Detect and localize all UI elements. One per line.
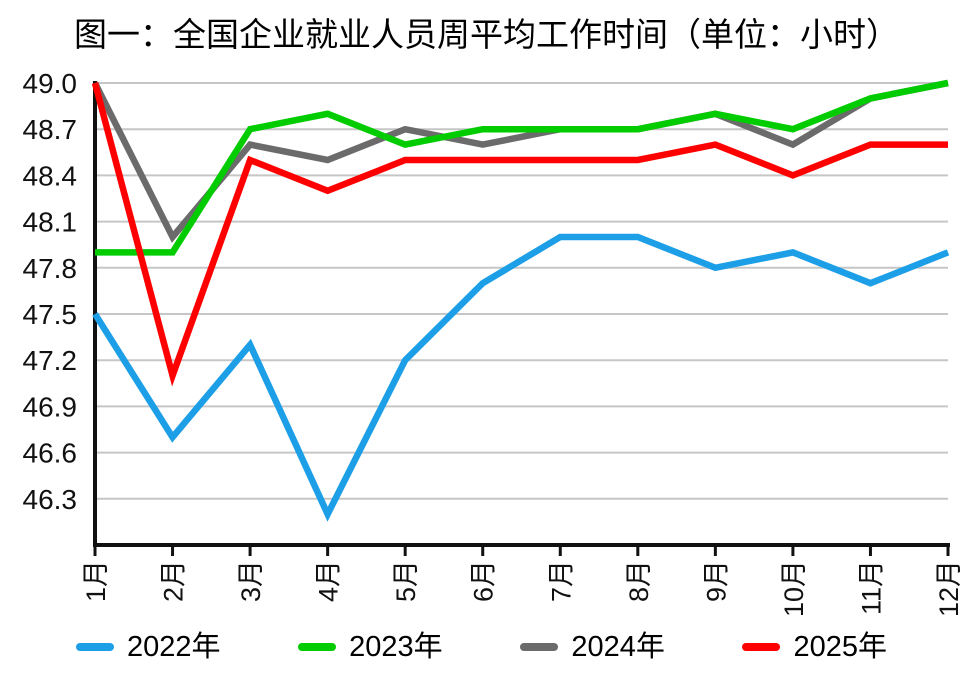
y-tick-label: 46.3 [23, 484, 78, 515]
legend-item-2022年: 2022年 [76, 630, 221, 664]
series-line-2024年 [92, 79, 949, 243]
legend-label: 2022年 [127, 631, 221, 663]
y-tick-label: 47.8 [23, 253, 78, 284]
x-tick-label: 2月 [159, 560, 189, 602]
y-tick-label: 48.4 [23, 160, 78, 191]
y-tick-label: 46.9 [23, 391, 78, 422]
x-tick-label: 5月 [391, 560, 421, 602]
y-tick-label: 48.7 [23, 114, 78, 145]
legend-swatch [76, 643, 114, 651]
x-tick-label: 7月 [546, 560, 576, 602]
x-tick-label: 1月 [81, 560, 111, 602]
x-tick-label: 12月 [934, 560, 964, 617]
x-tick-label: 9月 [701, 560, 731, 602]
y-tick-label: 47.5 [23, 299, 78, 330]
x-tick-label: 3月 [236, 560, 266, 602]
line-chart: 1月 2月 3月 4月 5月 6月 7月 8月 9月 10月 11月 12月 49.0 48.7 48.4 4… [23, 68, 965, 617]
legend-item-2024年: 2024年 [520, 630, 665, 664]
y-tick-label: 46.6 [23, 438, 78, 469]
legend-item-2025年: 2025年 [742, 630, 887, 664]
x-tick-label: 4月 [314, 560, 344, 602]
x-tick-label: 10月 [779, 560, 809, 617]
series-line-2023年 [95, 79, 949, 256]
y-tick-label: 47.2 [23, 345, 78, 376]
legend-swatch [298, 643, 337, 651]
legend-item-2023年: 2023年 [298, 630, 443, 664]
chart-title: 图一：全国企业就业人员周平均工作时间（单位：小时） [74, 18, 899, 54]
series-line-2022年 [92, 233, 950, 522]
series-line-2025年 [91, 82, 948, 387]
legend: 2022年 2023年 2024年 2025年 [76, 630, 887, 664]
y-tick-label: 48.1 [23, 207, 78, 238]
legend-label: 2024年 [571, 631, 665, 663]
legend-label: 2025年 [793, 631, 887, 663]
x-tick-label: 11月 [856, 560, 886, 615]
legend-swatch [742, 643, 781, 651]
x-tick-label: 8月 [624, 560, 654, 602]
legend-label: 2023年 [349, 631, 443, 663]
x-tick-label: 6月 [469, 560, 499, 602]
y-tick-label: 49.0 [23, 68, 78, 99]
legend-swatch [520, 643, 559, 651]
